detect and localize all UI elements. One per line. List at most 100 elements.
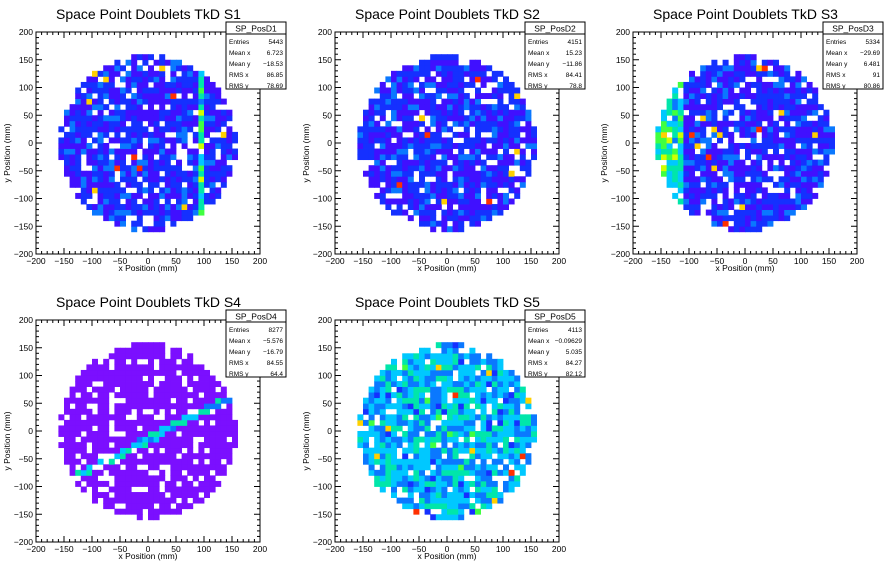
heatmap-cell <box>452 93 459 99</box>
heatmap-cell <box>475 209 481 216</box>
heatmap-cell <box>435 397 442 404</box>
heatmap-cell <box>728 81 735 88</box>
heatmap-cell <box>131 475 138 482</box>
heatmap-cell <box>413 137 420 144</box>
heatmap-cell <box>514 159 521 166</box>
heatmap-cell <box>717 81 723 88</box>
heatmap-cell <box>385 87 392 94</box>
heatmap-cell <box>374 104 381 111</box>
heatmap-cell <box>424 209 431 216</box>
heatmap-cell <box>170 386 177 393</box>
heatmap-cell <box>711 59 718 66</box>
heatmap-cell <box>514 109 521 116</box>
heatmap-cell <box>475 403 481 410</box>
heatmap-cell <box>441 59 448 66</box>
heatmap-cell <box>750 159 757 166</box>
heatmap-cell <box>164 358 171 365</box>
heatmap-cell <box>226 414 233 421</box>
heatmap-cell <box>767 220 774 227</box>
heatmap-cell <box>683 143 690 149</box>
heatmap-cell <box>402 98 409 105</box>
heatmap-cell <box>402 397 409 404</box>
heatmap-cell <box>142 492 149 498</box>
heatmap-cell <box>192 419 199 426</box>
heatmap-cell <box>458 503 465 510</box>
heatmap-cell <box>215 480 222 487</box>
chart-title: Space Point Doublets TkD S3 <box>653 6 838 22</box>
heatmap-cell <box>469 170 476 177</box>
heatmap-cell <box>497 154 504 161</box>
heatmap-cell <box>131 397 138 404</box>
heatmap-cell <box>181 425 188 432</box>
heatmap-cell <box>503 126 509 133</box>
heatmap-cell <box>469 109 476 116</box>
heatmap-cell <box>424 397 431 404</box>
heatmap-cell <box>761 70 768 77</box>
heatmap-cell <box>491 154 498 161</box>
heatmap-cell <box>722 181 729 188</box>
heatmap-cell <box>458 425 465 432</box>
heatmap-cell <box>159 65 166 72</box>
stats-box-frame <box>524 309 586 378</box>
heatmap-cell <box>789 198 796 205</box>
heatmap-cell <box>75 442 82 449</box>
heatmap-cell <box>778 204 785 210</box>
heatmap-cell <box>69 131 76 138</box>
heatmap-cell <box>407 442 414 449</box>
heatmap-cell <box>463 353 470 360</box>
heatmap-cell <box>176 381 182 387</box>
heatmap-cell <box>441 419 448 426</box>
heatmap-cell <box>795 176 802 183</box>
heatmap-cell <box>170 104 177 111</box>
heatmap-cell <box>689 131 695 138</box>
heatmap-cell <box>170 486 177 493</box>
heatmap-cell <box>689 176 695 183</box>
heatmap-cell <box>413 154 420 161</box>
heatmap-cell <box>463 436 470 443</box>
heatmap-cell <box>784 215 791 222</box>
heatmap-cell <box>75 170 82 177</box>
heatmap-cell <box>103 408 110 415</box>
heatmap-cell <box>689 198 695 205</box>
heatmap-cell <box>519 137 526 144</box>
heatmap-cell <box>176 181 182 188</box>
heatmap-cell <box>164 408 171 415</box>
heatmap-cell <box>801 109 807 116</box>
heatmap-cell <box>689 159 695 166</box>
heatmap-cell <box>204 431 210 437</box>
heatmap-cell <box>385 93 392 99</box>
heatmap-cell <box>75 93 82 99</box>
heatmap-cell <box>497 381 504 387</box>
heatmap-cell <box>363 137 369 144</box>
heatmap-cell <box>711 126 718 133</box>
heatmap-cell <box>497 436 504 443</box>
stats-box-frame <box>524 21 586 90</box>
heatmap-cell <box>148 131 154 138</box>
heatmap-cell <box>402 76 409 83</box>
heatmap-cell <box>480 503 487 510</box>
heatmap-cell <box>767 159 774 166</box>
heatmap-cell <box>694 165 701 172</box>
heatmap-cell <box>722 165 729 172</box>
heatmap-cell <box>396 369 403 376</box>
heatmap-cell <box>525 436 532 443</box>
heatmap-cell <box>204 154 210 161</box>
heatmap-cell <box>108 65 115 72</box>
heatmap-cell <box>108 486 115 493</box>
heatmap-cell <box>120 364 126 371</box>
heatmap-cell <box>711 120 718 127</box>
heatmap-cell <box>789 87 796 94</box>
heatmap-cell <box>64 159 70 166</box>
heatmap-cell <box>379 381 386 387</box>
heatmap-cell <box>694 104 701 111</box>
heatmap-cell <box>220 154 227 161</box>
heatmap-cell <box>192 176 199 183</box>
heatmap-cell <box>159 392 166 399</box>
heatmap-cell <box>469 76 476 83</box>
heatmap-cell <box>159 364 166 371</box>
heatmap-cell <box>486 170 493 177</box>
heatmap-cell <box>469 503 476 510</box>
heatmap-cell <box>458 70 465 77</box>
heatmap-cell <box>385 436 392 443</box>
heatmap-cell <box>125 392 132 399</box>
